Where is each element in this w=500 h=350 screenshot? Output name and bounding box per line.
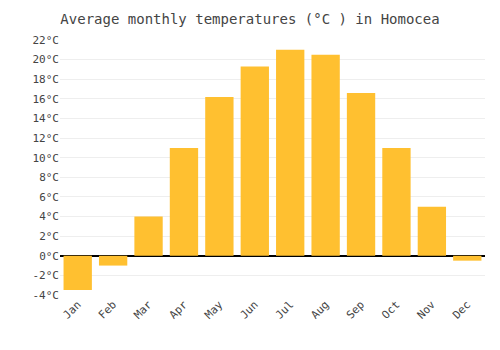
- svg-text:8°C: 8°C: [39, 171, 59, 184]
- svg-text:-2°C: -2°C: [33, 269, 60, 282]
- svg-text:-4°C: -4°C: [33, 289, 60, 302]
- svg-text:Jun: Jun: [238, 298, 261, 321]
- svg-text:Dec: Dec: [450, 298, 473, 321]
- svg-text:6°C: 6°C: [39, 191, 59, 204]
- svg-text:18°C: 18°C: [33, 73, 60, 86]
- svg-text:14°C: 14°C: [33, 112, 60, 125]
- svg-text:Feb: Feb: [96, 298, 119, 321]
- svg-text:May: May: [202, 298, 226, 322]
- svg-text:10°C: 10°C: [33, 152, 60, 165]
- svg-text:Jul: Jul: [273, 298, 296, 321]
- svg-text:Jan: Jan: [60, 298, 83, 321]
- svg-text:2°C: 2°C: [39, 230, 59, 243]
- svg-text:0°C: 0°C: [39, 250, 59, 263]
- svg-text:20°C: 20°C: [33, 53, 60, 66]
- svg-text:Oct: Oct: [379, 298, 402, 321]
- svg-text:Aug: Aug: [308, 298, 331, 321]
- svg-text:Average monthly temperatures (: Average monthly temperatures (°C ) in Ho…: [60, 11, 439, 27]
- svg-text:Sep: Sep: [344, 298, 367, 321]
- svg-text:Mar: Mar: [131, 298, 155, 322]
- svg-text:16°C: 16°C: [33, 93, 60, 106]
- svg-text:4°C: 4°C: [39, 210, 59, 223]
- svg-text:22°C: 22°C: [33, 34, 60, 47]
- svg-text:12°C: 12°C: [33, 132, 60, 145]
- svg-text:Nov: Nov: [415, 298, 439, 322]
- svg-text:Apr: Apr: [167, 298, 191, 322]
